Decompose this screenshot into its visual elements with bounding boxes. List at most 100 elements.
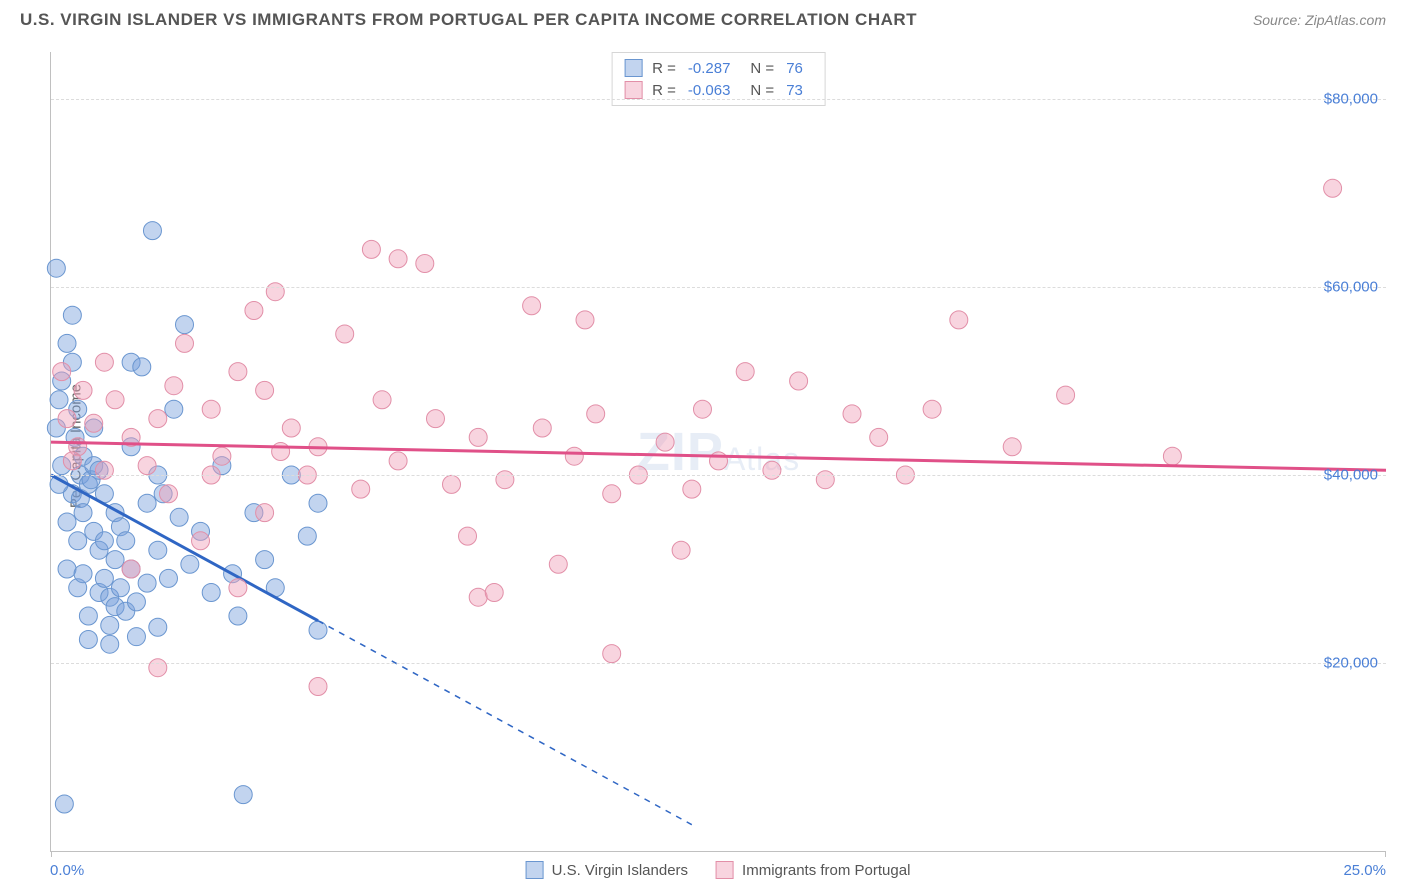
data-point [373, 391, 391, 409]
data-point [165, 400, 183, 418]
data-point [50, 391, 68, 409]
data-point [149, 618, 167, 636]
data-point [656, 433, 674, 451]
data-point [352, 480, 370, 498]
source-label: Source: ZipAtlas.com [1253, 12, 1386, 28]
data-point [266, 283, 284, 301]
data-point [923, 400, 941, 418]
x-tick-max: 25.0% [1343, 862, 1386, 879]
data-point [74, 504, 92, 522]
y-tick-label: $40,000 [1324, 467, 1378, 484]
data-point [950, 311, 968, 329]
data-point [192, 532, 210, 550]
data-point [138, 494, 156, 512]
data-point [245, 302, 263, 320]
data-point [1163, 447, 1181, 465]
y-tick-label: $60,000 [1324, 279, 1378, 296]
data-point [213, 447, 231, 465]
data-point [111, 579, 129, 597]
stats-n-value-1: 76 [786, 60, 803, 77]
data-point [416, 255, 434, 273]
stats-r-value-1: -0.287 [688, 60, 731, 77]
data-point [106, 391, 124, 409]
data-point [309, 678, 327, 696]
data-point [693, 400, 711, 418]
data-point [282, 419, 300, 437]
y-tick-label: $80,000 [1324, 91, 1378, 108]
data-point [101, 616, 119, 634]
legend-bottom: U.S. Virgin Islanders Immigrants from Po… [526, 861, 911, 879]
data-point [336, 325, 354, 343]
data-point [117, 532, 135, 550]
data-point [74, 381, 92, 399]
data-point [426, 410, 444, 428]
data-point [362, 240, 380, 258]
data-point [256, 551, 274, 569]
data-point [763, 461, 781, 479]
data-point [533, 419, 551, 437]
stats-r-label-2: R = [652, 82, 676, 99]
data-point [523, 297, 541, 315]
data-point [101, 635, 119, 653]
data-point [576, 311, 594, 329]
data-point [165, 377, 183, 395]
y-tick-label: $20,000 [1324, 655, 1378, 672]
stats-r-value-2: -0.063 [688, 82, 731, 99]
stats-row-series-2: R = -0.063 N = 73 [620, 79, 817, 101]
data-point [143, 222, 161, 240]
data-point [229, 579, 247, 597]
gridline [51, 475, 1386, 476]
stats-swatch-1 [624, 59, 642, 77]
data-point [1003, 438, 1021, 456]
data-point [159, 485, 177, 503]
data-point [272, 443, 290, 461]
data-point [106, 551, 124, 569]
x-axis-row: 0.0% U.S. Virgin Islanders Immigrants fr… [50, 856, 1386, 884]
data-point [127, 628, 145, 646]
data-point [485, 584, 503, 602]
data-point [603, 485, 621, 503]
data-point [69, 532, 87, 550]
stats-n-label-2: N = [750, 82, 774, 99]
data-point [736, 363, 754, 381]
stats-swatch-2 [624, 81, 642, 99]
legend-swatch-2 [716, 861, 734, 879]
stats-row-series-1: R = -0.287 N = 76 [620, 57, 817, 79]
data-point [870, 428, 888, 446]
data-point [58, 410, 76, 428]
gridline [51, 663, 1386, 664]
data-point [790, 372, 808, 390]
gridline [51, 99, 1386, 100]
data-point [256, 381, 274, 399]
data-point [127, 593, 145, 611]
data-point [149, 541, 167, 559]
stats-legend-box: R = -0.287 N = 76 R = -0.063 N = 73 [611, 52, 826, 106]
data-point [443, 475, 461, 493]
gridline [51, 287, 1386, 288]
data-point [298, 527, 316, 545]
stats-n-label-1: N = [750, 60, 774, 77]
data-point [309, 621, 327, 639]
data-point [816, 471, 834, 489]
data-point [234, 786, 252, 804]
data-point [672, 541, 690, 559]
data-point [202, 584, 220, 602]
data-point [58, 513, 76, 531]
data-point [202, 400, 220, 418]
data-point [176, 316, 194, 334]
data-point [469, 428, 487, 446]
data-point [149, 410, 167, 428]
data-point [549, 555, 567, 573]
data-point [95, 461, 113, 479]
data-point [79, 607, 97, 625]
data-point [95, 532, 113, 550]
data-point [389, 250, 407, 268]
legend-item-series-1: U.S. Virgin Islanders [526, 861, 688, 879]
data-point [843, 405, 861, 423]
data-point [95, 353, 113, 371]
data-point [138, 574, 156, 592]
stats-r-label-1: R = [652, 60, 676, 77]
data-point [603, 645, 621, 663]
data-point [58, 560, 76, 578]
data-point [587, 405, 605, 423]
